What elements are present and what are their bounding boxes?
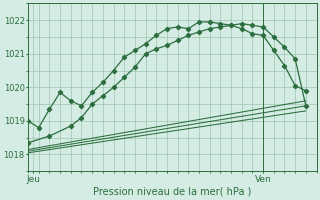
X-axis label: Pression niveau de la mer( hPa ): Pression niveau de la mer( hPa ) (93, 187, 252, 197)
